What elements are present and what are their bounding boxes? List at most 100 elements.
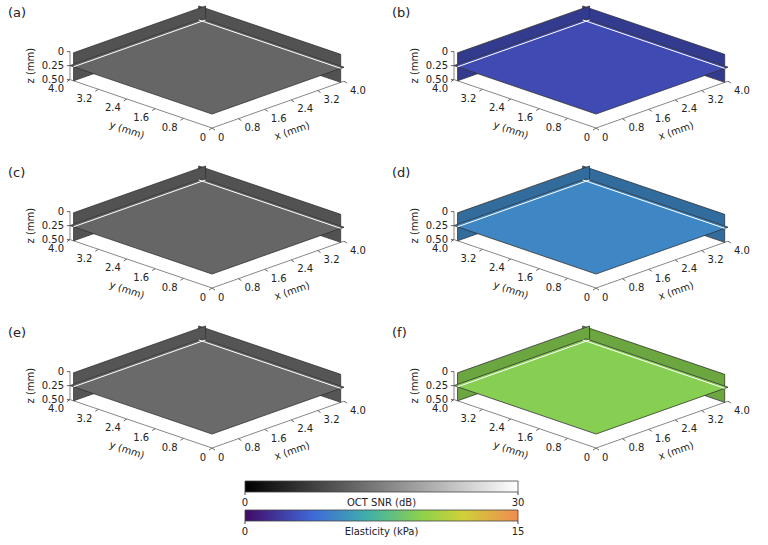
svg-text:y (mm): y (mm) [492, 119, 530, 141]
svg-text:y (mm): y (mm) [492, 279, 530, 301]
svg-text:4.0: 4.0 [350, 245, 366, 256]
svg-text:30: 30 [512, 497, 525, 508]
svg-text:2.4: 2.4 [489, 102, 505, 113]
svg-text:0: 0 [58, 366, 64, 377]
svg-text:3.2: 3.2 [76, 413, 92, 424]
svg-text:0: 0 [242, 497, 248, 508]
svg-text:0.8: 0.8 [162, 282, 178, 293]
svg-text:0: 0 [200, 132, 206, 143]
svg-text:x (mm): x (mm) [657, 279, 695, 302]
svg-text:0: 0 [242, 526, 248, 537]
svg-text:1.6: 1.6 [517, 432, 533, 443]
svg-text:0: 0 [602, 292, 608, 303]
svg-text:4.0: 4.0 [350, 85, 366, 96]
svg-text:4.0: 4.0 [734, 85, 750, 96]
svg-text:3.2: 3.2 [76, 93, 92, 104]
svg-text:x (mm): x (mm) [657, 439, 695, 462]
svg-text:0.8: 0.8 [244, 122, 260, 133]
svg-text:3.2: 3.2 [324, 254, 340, 265]
svg-text:0: 0 [218, 292, 224, 303]
svg-text:2.4: 2.4 [681, 263, 697, 274]
svg-text:2.4: 2.4 [681, 423, 697, 434]
svg-text:0: 0 [584, 292, 590, 303]
svg-text:x (mm): x (mm) [273, 279, 311, 302]
svg-text:0.50: 0.50 [42, 74, 64, 85]
svg-text:y (mm): y (mm) [108, 119, 146, 141]
svg-text:0.8: 0.8 [628, 442, 644, 453]
svg-text:4.0: 4.0 [734, 245, 750, 256]
svg-text:x (mm): x (mm) [273, 439, 311, 462]
svg-text:0.8: 0.8 [546, 122, 562, 133]
svg-text:z (mm): z (mm) [409, 48, 420, 84]
svg-text:3.2: 3.2 [460, 93, 476, 104]
svg-text:z (mm): z (mm) [409, 208, 420, 244]
svg-text:1.6: 1.6 [517, 272, 533, 283]
svg-text:0: 0 [218, 132, 224, 143]
svg-text:0: 0 [58, 46, 64, 57]
svg-text:0.25: 0.25 [42, 380, 64, 391]
svg-text:0.25: 0.25 [426, 60, 448, 71]
svg-text:0.8: 0.8 [546, 442, 562, 453]
svg-text:0.8: 0.8 [162, 122, 178, 133]
svg-text:0.50: 0.50 [426, 394, 448, 405]
svg-text:0.50: 0.50 [42, 394, 64, 405]
svg-text:(b): (b) [392, 5, 410, 20]
svg-text:0.25: 0.25 [42, 60, 64, 71]
svg-text:(c): (c) [8, 165, 25, 180]
svg-text:0: 0 [200, 452, 206, 463]
svg-text:0.8: 0.8 [628, 282, 644, 293]
svg-text:3.2: 3.2 [324, 414, 340, 425]
svg-text:0.8: 0.8 [244, 282, 260, 293]
svg-text:(d): (d) [392, 165, 410, 180]
svg-text:z (mm): z (mm) [25, 208, 36, 244]
svg-text:(a): (a) [8, 5, 26, 20]
svg-text:4.0: 4.0 [734, 405, 750, 416]
svg-text:1.6: 1.6 [271, 113, 287, 124]
svg-text:0: 0 [442, 366, 448, 377]
svg-text:2.4: 2.4 [489, 262, 505, 273]
svg-text:1.6: 1.6 [133, 112, 149, 123]
svg-text:y (mm): y (mm) [108, 439, 146, 461]
svg-text:3.2: 3.2 [460, 253, 476, 264]
svg-text:OCT SNR (dB): OCT SNR (dB) [347, 497, 416, 508]
svg-text:0.8: 0.8 [244, 442, 260, 453]
svg-text:0.25: 0.25 [426, 220, 448, 231]
svg-text:0.25: 0.25 [42, 220, 64, 231]
svg-text:1.6: 1.6 [655, 273, 671, 284]
svg-text:z (mm): z (mm) [409, 368, 420, 404]
svg-text:0: 0 [58, 206, 64, 217]
svg-text:1.6: 1.6 [655, 113, 671, 124]
svg-text:3.2: 3.2 [708, 414, 724, 425]
svg-text:y (mm): y (mm) [108, 279, 146, 301]
svg-text:0.50: 0.50 [426, 234, 448, 245]
svg-text:z (mm): z (mm) [25, 368, 36, 404]
svg-text:2.4: 2.4 [297, 423, 313, 434]
svg-text:0.50: 0.50 [42, 234, 64, 245]
svg-text:0.25: 0.25 [426, 380, 448, 391]
svg-text:x (mm): x (mm) [657, 119, 695, 142]
svg-text:2.4: 2.4 [105, 262, 121, 273]
svg-text:y (mm): y (mm) [492, 439, 530, 461]
svg-text:0: 0 [218, 452, 224, 463]
svg-text:1.6: 1.6 [133, 272, 149, 283]
svg-text:0: 0 [602, 452, 608, 463]
svg-text:1.6: 1.6 [271, 433, 287, 444]
svg-text:0.50: 0.50 [426, 74, 448, 85]
svg-text:0: 0 [602, 132, 608, 143]
svg-text:15: 15 [512, 526, 525, 537]
svg-text:0: 0 [200, 292, 206, 303]
svg-text:1.6: 1.6 [133, 432, 149, 443]
svg-text:2.4: 2.4 [105, 422, 121, 433]
svg-text:1.6: 1.6 [271, 273, 287, 284]
svg-text:2.4: 2.4 [105, 102, 121, 113]
svg-text:3.2: 3.2 [76, 253, 92, 264]
svg-text:0: 0 [584, 132, 590, 143]
svg-text:3.2: 3.2 [460, 413, 476, 424]
svg-text:0.8: 0.8 [546, 282, 562, 293]
svg-text:0.8: 0.8 [628, 122, 644, 133]
svg-text:0.8: 0.8 [162, 442, 178, 453]
svg-text:0: 0 [442, 206, 448, 217]
svg-text:0: 0 [442, 46, 448, 57]
svg-text:2.4: 2.4 [297, 103, 313, 114]
svg-text:2.4: 2.4 [489, 422, 505, 433]
